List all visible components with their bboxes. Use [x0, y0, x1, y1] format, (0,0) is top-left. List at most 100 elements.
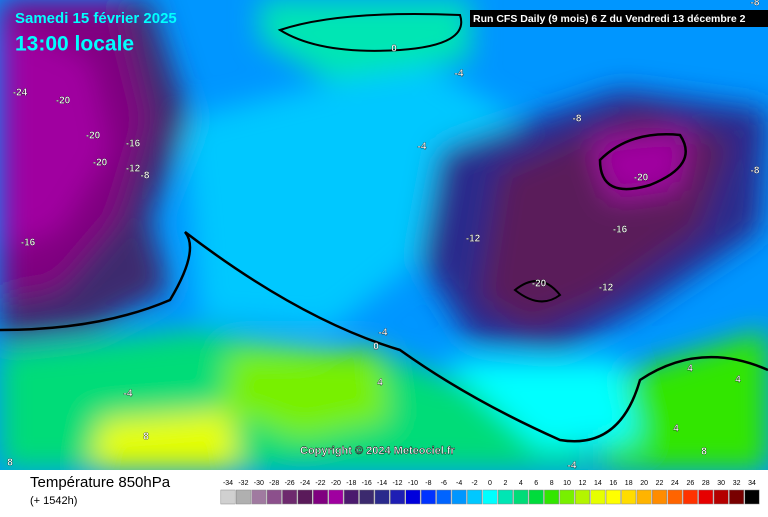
contour-label: -4: [379, 328, 388, 339]
contour-label: -16: [126, 139, 141, 150]
legend-label: -6: [441, 480, 447, 487]
contour-label: 4: [687, 364, 693, 375]
legend-swatch: [636, 489, 652, 505]
contour-label: 4: [735, 375, 741, 386]
contour-label: -8: [751, 166, 760, 177]
legend-label: -22: [315, 480, 325, 487]
contour-label: -8: [141, 171, 150, 182]
legend-swatch: [744, 489, 760, 505]
legend-label: 20: [640, 480, 648, 487]
legend-swatch: [266, 489, 282, 505]
legend-swatch: [405, 489, 421, 505]
contour-label: 4: [377, 378, 383, 389]
contour-label: -20: [93, 158, 108, 169]
legend-swatch: [343, 489, 359, 505]
legend-label: 26: [686, 480, 694, 487]
contour-label: -20: [532, 279, 547, 290]
legend-label: -10: [408, 480, 418, 487]
legend-label: 4: [519, 480, 523, 487]
legend-label: 24: [671, 480, 679, 487]
legend-swatch: [559, 489, 575, 505]
time: 13:00 locale: [15, 33, 134, 56]
legend-swatch: [713, 489, 729, 505]
contour-label: 8: [7, 458, 13, 469]
legend-label: -28: [269, 480, 279, 487]
legend-label: 16: [609, 480, 617, 487]
legend-label: 8: [550, 480, 554, 487]
legend-label: -8: [425, 480, 431, 487]
contour-label: -20: [634, 173, 649, 184]
legend-swatch: [667, 489, 683, 505]
legend-label: -32: [238, 480, 248, 487]
legend-swatch: [220, 489, 236, 505]
legend-label: -24: [300, 480, 310, 487]
contour-label: -20: [56, 96, 71, 107]
contour-label: -16: [21, 238, 36, 249]
legend-swatch: [544, 489, 560, 505]
legend-label: -4: [456, 480, 462, 487]
legend-label: -30: [254, 480, 264, 487]
legend-swatch: [729, 489, 745, 505]
legend-label: -18: [346, 480, 356, 487]
legend-swatch: [328, 489, 344, 505]
legend-label: 22: [656, 480, 664, 487]
legend-label: 18: [625, 480, 633, 487]
run-banner: [470, 10, 768, 27]
legend-swatch: [682, 489, 698, 505]
legend-swatch: [374, 489, 390, 505]
legend-swatch: [698, 489, 714, 505]
contour-label: 8: [701, 447, 707, 458]
legend-label: 34: [748, 480, 756, 487]
legend-swatch: [482, 489, 498, 505]
map: [0, 0, 768, 470]
legend-swatch: [282, 489, 298, 505]
legend-swatch: [436, 489, 452, 505]
contour-label: -8: [573, 114, 582, 125]
footer-subtitle: (+ 1542h): [30, 495, 77, 507]
contour-label: -4: [568, 461, 577, 472]
footer-title: Température 850hPa: [30, 474, 171, 491]
legend-label: 10: [563, 480, 571, 487]
legend-swatch: [621, 489, 637, 505]
contour-label: 0: [391, 44, 397, 55]
legend-swatch: [513, 489, 529, 505]
copyright: Copyright © 2024 Meteociel.fr: [300, 445, 456, 457]
legend-swatch: [652, 489, 667, 505]
legend-label: 30: [717, 480, 725, 487]
legend-label: 2: [503, 480, 507, 487]
date: Samedi 15 février 2025: [15, 10, 177, 27]
legend-swatch: [297, 489, 313, 505]
legend-swatch: [590, 489, 606, 505]
contour-label: 4: [673, 424, 679, 435]
contour-label: -16: [613, 225, 628, 236]
contour-label: 0: [373, 342, 379, 353]
legend-swatch: [467, 489, 483, 505]
legend-swatch: [313, 489, 328, 505]
legend-label: -12: [392, 480, 402, 487]
contour-label: 8: [143, 432, 149, 443]
legend-label: 0: [488, 480, 492, 487]
legend-label: -16: [362, 480, 372, 487]
legend-label: -20: [331, 480, 341, 487]
legend-swatch: [420, 489, 436, 505]
legend-swatch: [390, 489, 405, 505]
legend-label: -26: [285, 480, 295, 487]
legend: -34 -32 -30 -28 -26 -24 -22 -20 -18 -16 -14 -12 -10-…: [220, 480, 760, 505]
contour-labels: -24-20-20-20-16-12-8-160-4-8-4-8-8-20-12…: [7, 0, 760, 472]
legend-swatch: [605, 489, 621, 505]
legend-label: 12: [579, 480, 587, 487]
legend-swatch: [251, 489, 267, 505]
legend-label: -34: [223, 480, 233, 487]
legend-swatch: [528, 489, 544, 505]
legend-swatch: [497, 489, 513, 505]
legend-label: 28: [702, 480, 710, 487]
contour-label: -12: [599, 283, 614, 294]
contour-label: -12: [126, 164, 141, 175]
legend-swatch: [451, 489, 467, 505]
contour-label: -20: [86, 131, 101, 142]
legend-label: -2: [471, 480, 477, 487]
legend-swatch: [359, 489, 375, 505]
contour-label: -4: [418, 142, 427, 153]
legend-label: 6: [534, 480, 538, 487]
